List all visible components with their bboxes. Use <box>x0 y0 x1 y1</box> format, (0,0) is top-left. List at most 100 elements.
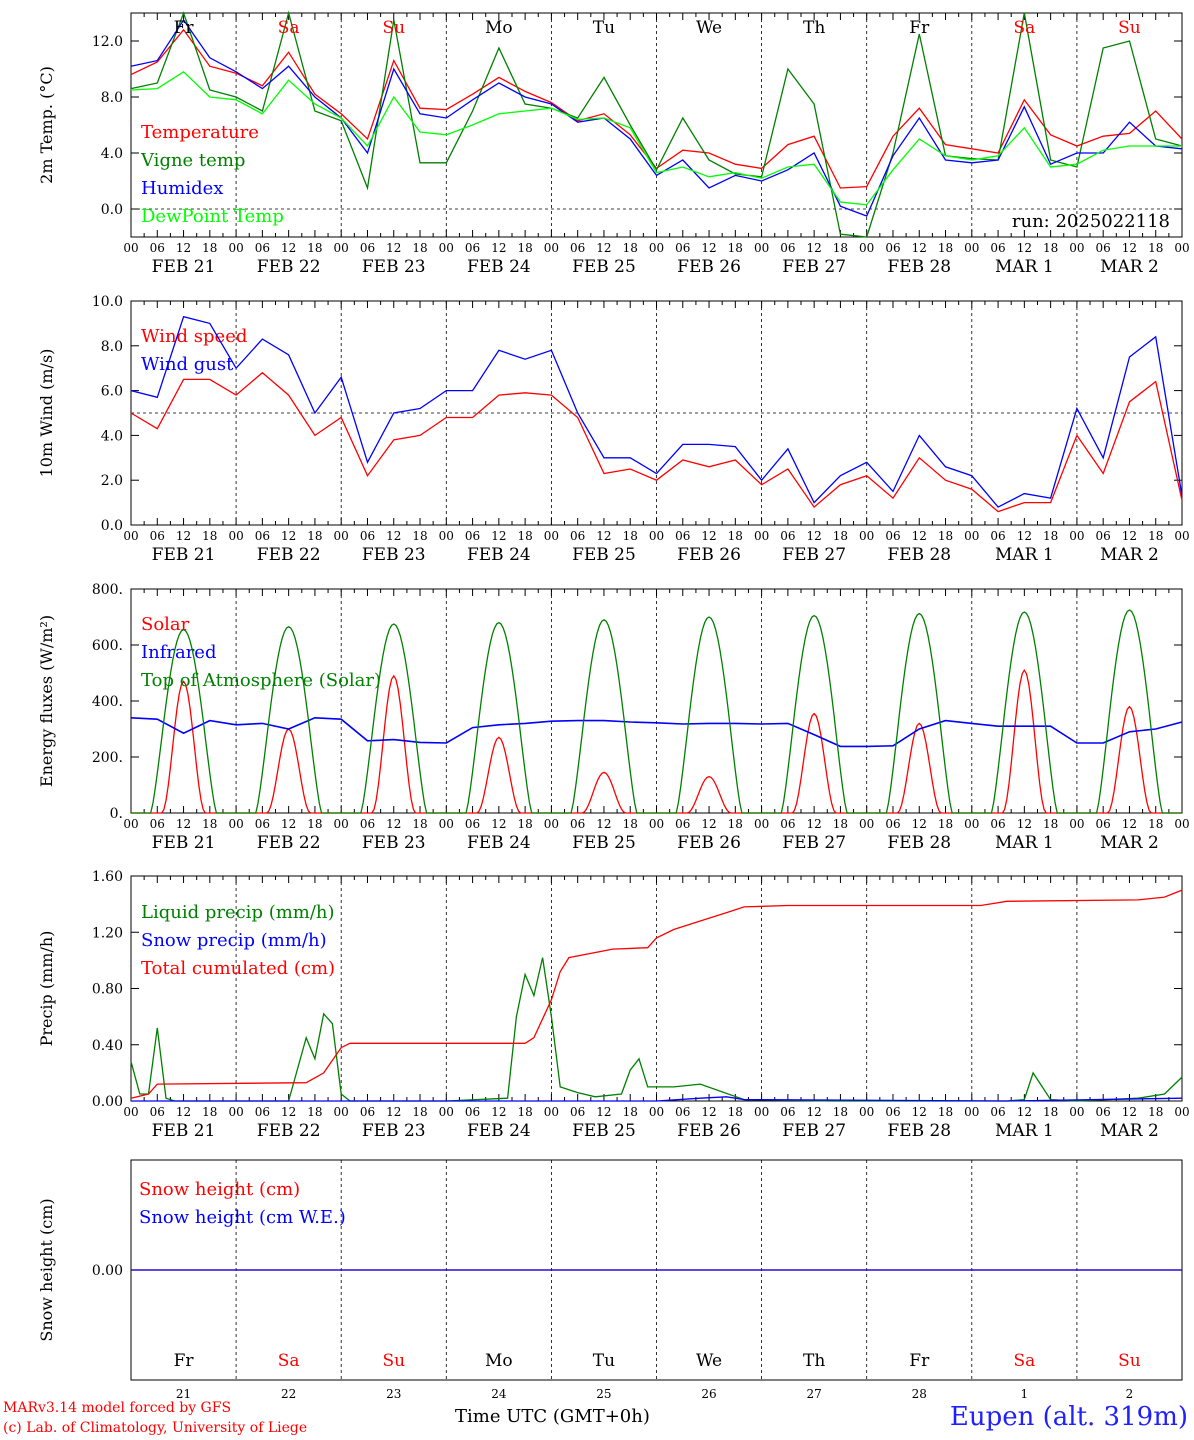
date-label: FEB 28 <box>887 1121 951 1141</box>
x-tick-label: 12 <box>912 817 927 831</box>
x-tick-label: 12 <box>281 1105 296 1119</box>
x-tick-label: 18 <box>1043 817 1058 831</box>
day-name-top: Fr <box>909 18 930 38</box>
x-tick-label: 06 <box>360 529 375 543</box>
day-name-bottom: Fr <box>909 1351 930 1371</box>
date-label: FEB 26 <box>677 545 741 565</box>
series-line-snow-precip-mm-h <box>131 1096 1183 1102</box>
panel-2: 00 06 12 18 00 06 12 18 00 06 12 18 00 06 12 18 00 06 12 18… <box>37 294 1190 565</box>
x-tick-label: 00 <box>649 241 664 255</box>
day-name-top: Mo <box>485 18 513 38</box>
x-tick-label: 00 <box>123 817 138 831</box>
y-tick-label: 10.0 <box>92 294 123 310</box>
x-tick-label: 06 <box>780 1105 795 1119</box>
x-tick-label: 18 <box>517 241 532 255</box>
x-tick-label: 18 <box>623 1105 638 1119</box>
panel-frame <box>130 12 1183 238</box>
x-tick-label: 06 <box>465 241 480 255</box>
date-label: FEB 23 <box>362 1121 426 1141</box>
x-tick-label: 06 <box>675 1105 690 1119</box>
day-name-bottom: Mo <box>485 1351 513 1371</box>
date-label: FEB 24 <box>467 257 531 277</box>
series-line-total-cumulated-cm <box>130 889 1183 1099</box>
date-label: MAR 1 <box>995 833 1054 853</box>
y-tick-label: 0.0 <box>101 518 123 534</box>
y-tick-label: 0.00 <box>92 1094 123 1110</box>
date-label: FEB 26 <box>677 833 741 853</box>
day-name-top: Su <box>1118 18 1141 38</box>
x-tick-label: 18 <box>728 817 743 831</box>
x-tick-label: 00 <box>334 1105 349 1119</box>
x-tick-label: 06 <box>570 241 585 255</box>
x-tick-label: 06 <box>360 241 375 255</box>
day-number: 22 <box>281 1387 296 1401</box>
date-label: FEB 28 <box>887 833 951 853</box>
x-tick-label: 12 <box>1122 529 1137 543</box>
date-label: FEB 22 <box>257 257 321 277</box>
x-tick-label: 06 <box>1096 1105 1111 1119</box>
y-tick-label: 600. <box>92 638 123 654</box>
series-line-dewpoint-temp <box>130 70 1182 206</box>
x-tick-label: 06 <box>255 529 270 543</box>
x-tick-label: 18 <box>623 529 638 543</box>
legend-entry: Vigne temp <box>140 150 245 171</box>
x-tick-label: 06 <box>465 817 480 831</box>
series-line-wind-speed <box>130 371 1183 513</box>
x-tick-label: 06 <box>255 1105 270 1119</box>
x-tick-label: 18 <box>728 1105 743 1119</box>
x-tick-label: 12 <box>807 817 822 831</box>
x-tick-label: 12 <box>176 241 191 255</box>
y-tick-label: 0.0 <box>101 202 123 218</box>
x-tick-label: 18 <box>833 241 848 255</box>
x-tick-label: 06 <box>675 817 690 831</box>
date-label: FEB 25 <box>572 1121 636 1141</box>
x-tick-label: 12 <box>1122 1105 1137 1119</box>
date-label: FEB 21 <box>152 545 216 565</box>
legend-entry: Liquid precip (mm/h) <box>141 902 335 923</box>
date-label: FEB 23 <box>362 257 426 277</box>
x-tick-label: 12 <box>701 817 716 831</box>
station-name: Eupen (alt. 319m) <box>949 1402 1188 1432</box>
x-tick-label: 00 <box>1069 817 1084 831</box>
date-label: FEB 22 <box>257 833 321 853</box>
x-tick-label: 18 <box>202 241 217 255</box>
date-label: FEB 28 <box>887 257 951 277</box>
date-label: FEB 28 <box>887 545 951 565</box>
legend-entry: Snow height (cm W.E.) <box>139 1207 346 1228</box>
x-tick-label: 12 <box>176 529 191 543</box>
x-tick-label: 18 <box>938 241 953 255</box>
x-tick-label: 12 <box>1017 1105 1032 1119</box>
date-label: FEB 27 <box>782 545 846 565</box>
x-tick-label: 12 <box>596 529 611 543</box>
x-tick-label: 00 <box>228 529 243 543</box>
day-number: 21 <box>176 1387 191 1401</box>
x-tick-label: 18 <box>1043 1105 1058 1119</box>
x-tick-label: 12 <box>386 1105 401 1119</box>
y-tick-label: 0.80 <box>92 982 123 998</box>
x-tick-label: 12 <box>1017 817 1032 831</box>
date-label: MAR 2 <box>1100 545 1159 565</box>
x-tick-label: 00 <box>649 817 664 831</box>
y-tick-label: 12.0 <box>92 34 123 50</box>
y-tick-label: 8.0 <box>101 90 123 106</box>
x-tick-label: 00 <box>1069 529 1084 543</box>
legend-entry: Snow height (cm) <box>139 1179 300 1200</box>
x-tick-label: 06 <box>990 817 1005 831</box>
x-tick-label: 06 <box>150 817 165 831</box>
y-axis-label: Energy fluxes (W/m²) <box>37 615 56 787</box>
day-number: 28 <box>912 1387 927 1401</box>
x-tick-label: 18 <box>517 1105 532 1119</box>
day-name-bottom: Su <box>1118 1351 1141 1371</box>
day-name-bottom: Sa <box>278 1351 300 1371</box>
x-tick-label: 12 <box>176 817 191 831</box>
panel-5: 0.00 Snow height (cm) Snow height (cm) Snow… <box>37 1159 1183 1401</box>
day-number: 2 <box>1126 1387 1134 1401</box>
x-tick-label: 00 <box>964 1105 979 1119</box>
x-tick-label: 12 <box>491 817 506 831</box>
x-tick-label: 18 <box>1148 1105 1163 1119</box>
date-label: FEB 24 <box>467 833 531 853</box>
x-tick-label: 06 <box>1096 241 1111 255</box>
x-tick-label: 00 <box>859 529 874 543</box>
x-axis-label: Time UTC (GMT+0h) <box>455 1406 650 1427</box>
x-tick-label: 00 <box>964 817 979 831</box>
